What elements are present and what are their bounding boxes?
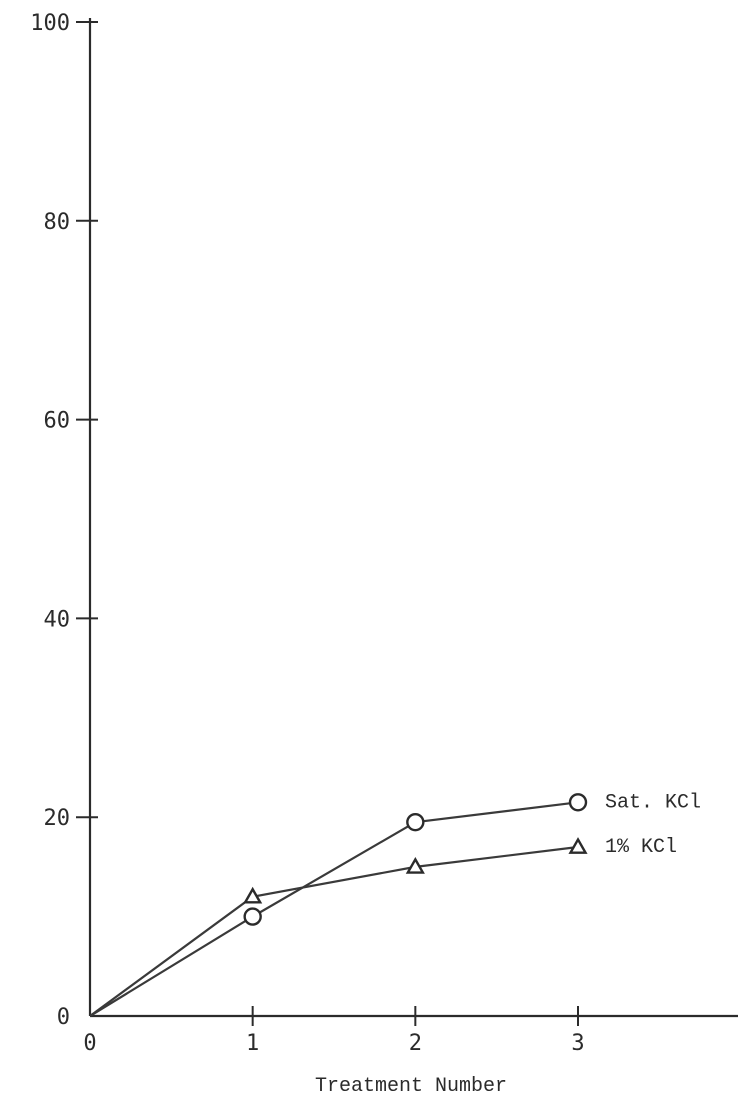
data-point-circle	[568, 793, 588, 812]
data-point-triangle	[405, 856, 425, 874]
x-tick-label: 1	[246, 1031, 259, 1056]
x-axis-label: Treatment Number	[315, 1075, 507, 1098]
x-tick-label: 3	[571, 1031, 584, 1056]
data-point-triangle	[243, 886, 263, 904]
y-tick-label: 60	[44, 409, 71, 434]
data-point-triangle	[568, 837, 588, 854]
series-line-1	[89, 801, 579, 1017]
series-label: 1% KCl	[605, 836, 677, 859]
series-lines	[89, 801, 579, 1017]
data-point-circle	[243, 907, 262, 926]
axes	[88, 18, 738, 1018]
series-markers	[243, 793, 588, 926]
series-line-2	[89, 845, 579, 1017]
series-labels: Sat. KCl 1% KCl	[605, 791, 701, 859]
y-tick-label: 0	[57, 1005, 70, 1030]
y-ticks: 0 20 40 60 80 100	[30, 11, 98, 1030]
x-tick-label: 2	[409, 1031, 422, 1056]
series-label: Sat. KCl	[605, 791, 701, 814]
data-point-circle	[406, 812, 425, 832]
y-tick-label: 80	[44, 210, 71, 235]
x-ticks: 0 1 2 3	[83, 1006, 585, 1056]
y-tick-label: 100	[30, 11, 70, 36]
y-tick-label: 40	[44, 607, 71, 632]
x-tick-label: 0	[83, 1031, 96, 1056]
y-tick-label: 20	[44, 806, 71, 831]
